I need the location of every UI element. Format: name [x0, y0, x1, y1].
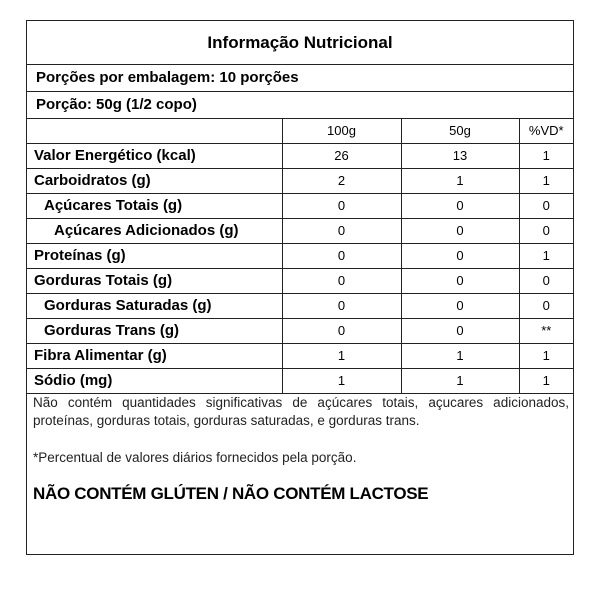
value-50g: 1 [400, 168, 519, 194]
value-50g: 0 [400, 318, 519, 344]
value-100g: 0 [281, 193, 401, 219]
value-vd: ** [518, 318, 573, 344]
nutrient-name: Açúcares Totais (g) [27, 193, 282, 219]
value-vd: 1 [518, 368, 573, 394]
value-50g: 1 [400, 343, 519, 369]
table-row: Fibra Alimentar (g) 1 1 1 [27, 343, 573, 369]
table-header-row: 100g 50g %VD* [27, 119, 573, 144]
table-row: Gorduras Trans (g) 0 0 ** [27, 318, 573, 344]
table-row: Açúcares Totais (g) 0 0 0 [27, 193, 573, 219]
table-row: Carboidratos (g) 2 1 1 [27, 168, 573, 194]
value-50g: 0 [400, 243, 519, 269]
nutrient-name: Açúcares Adicionados (g) [27, 218, 282, 244]
nutrient-name: Gorduras Saturadas (g) [27, 293, 282, 319]
value-vd: 1 [518, 243, 573, 269]
value-50g: 0 [400, 268, 519, 294]
value-vd: 0 [518, 293, 573, 319]
value-50g: 13 [400, 143, 519, 169]
table-row: Sódio (mg) 1 1 1 [27, 368, 573, 394]
label-title: Informação Nutricional [27, 21, 573, 65]
nutrient-name: Proteínas (g) [27, 243, 282, 269]
value-50g: 0 [400, 293, 519, 319]
footer: Não contém quantidades significativas de… [27, 394, 573, 503]
header-50g: 50g [400, 119, 519, 144]
nutrient-name: Sódio (mg) [27, 368, 282, 394]
serving-size: Porção: 50g (1/2 copo) [27, 92, 573, 119]
header-vd: %VD* [518, 119, 573, 144]
value-vd: 1 [518, 343, 573, 369]
nutrient-name: Carboidratos (g) [27, 168, 282, 194]
value-50g: 0 [400, 218, 519, 244]
table-row: Gorduras Totais (g) 0 0 0 [27, 268, 573, 294]
value-50g: 1 [400, 368, 519, 394]
value-vd: 1 [518, 168, 573, 194]
value-100g: 1 [281, 368, 401, 394]
value-vd: 1 [518, 143, 573, 169]
table-row: Açúcares Adicionados (g) 0 0 0 [27, 218, 573, 244]
vd-note: *Percentual de valores diários fornecido… [33, 450, 357, 465]
value-100g: 26 [281, 143, 401, 169]
value-100g: 0 [281, 293, 401, 319]
value-100g: 2 [281, 168, 401, 194]
nutrient-name: Fibra Alimentar (g) [27, 343, 282, 369]
value-100g: 0 [281, 218, 401, 244]
nutrition-label: Informação Nutricional Porções por embal… [26, 20, 574, 555]
nutrient-name: Gorduras Totais (g) [27, 268, 282, 294]
value-vd: 0 [518, 193, 573, 219]
footnote: Não contém quantidades significativas de… [33, 395, 569, 428]
table-row: Proteínas (g) 0 0 1 [27, 243, 573, 269]
allergen-claim: NÃO CONTÉM GLÚTEN / NÃO CONTÉM LACTOSE [33, 484, 429, 503]
value-100g: 1 [281, 343, 401, 369]
value-100g: 0 [281, 243, 401, 269]
value-100g: 0 [281, 318, 401, 344]
nutrition-table: 100g 50g %VD* Valor Energético (kcal) 26 1… [27, 119, 573, 394]
value-vd: 0 [518, 218, 573, 244]
value-50g: 0 [400, 193, 519, 219]
servings-per-package: Porções por embalagem: 10 porções [27, 65, 573, 92]
table-row: Valor Energético (kcal) 26 13 1 [27, 143, 573, 169]
value-100g: 0 [281, 268, 401, 294]
nutrient-name: Gorduras Trans (g) [27, 318, 282, 344]
header-blank [27, 119, 282, 144]
header-100g: 100g [281, 119, 401, 144]
value-vd: 0 [518, 268, 573, 294]
table-row: Gorduras Saturadas (g) 0 0 0 [27, 293, 573, 319]
nutrient-name: Valor Energético (kcal) [27, 143, 282, 169]
